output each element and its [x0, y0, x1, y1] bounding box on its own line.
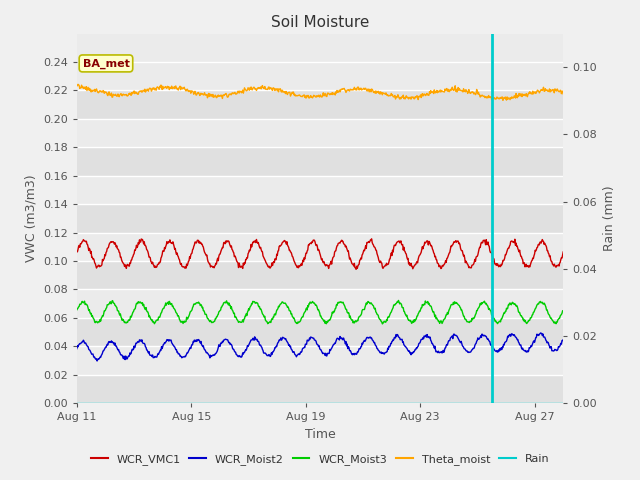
Y-axis label: Rain (mm): Rain (mm) — [602, 186, 616, 251]
Bar — [77, 261, 563, 289]
Title: Soil Moisture: Soil Moisture — [271, 15, 369, 30]
Bar — [77, 318, 563, 347]
Legend: WCR_VMC1, WCR_Moist2, WCR_Moist3, Theta_moist, Rain: WCR_VMC1, WCR_Moist2, WCR_Moist3, Theta_… — [86, 450, 554, 469]
Bar — [77, 119, 563, 147]
Bar — [77, 62, 563, 90]
Bar — [77, 147, 563, 176]
Bar — [77, 347, 563, 375]
Text: BA_met: BA_met — [83, 58, 129, 69]
X-axis label: Time: Time — [305, 428, 335, 441]
Bar — [77, 375, 563, 403]
Bar — [77, 233, 563, 261]
Bar — [77, 204, 563, 233]
Y-axis label: VWC (m3/m3): VWC (m3/m3) — [24, 175, 37, 262]
Bar — [77, 90, 563, 119]
Bar — [77, 176, 563, 204]
Bar — [77, 289, 563, 318]
